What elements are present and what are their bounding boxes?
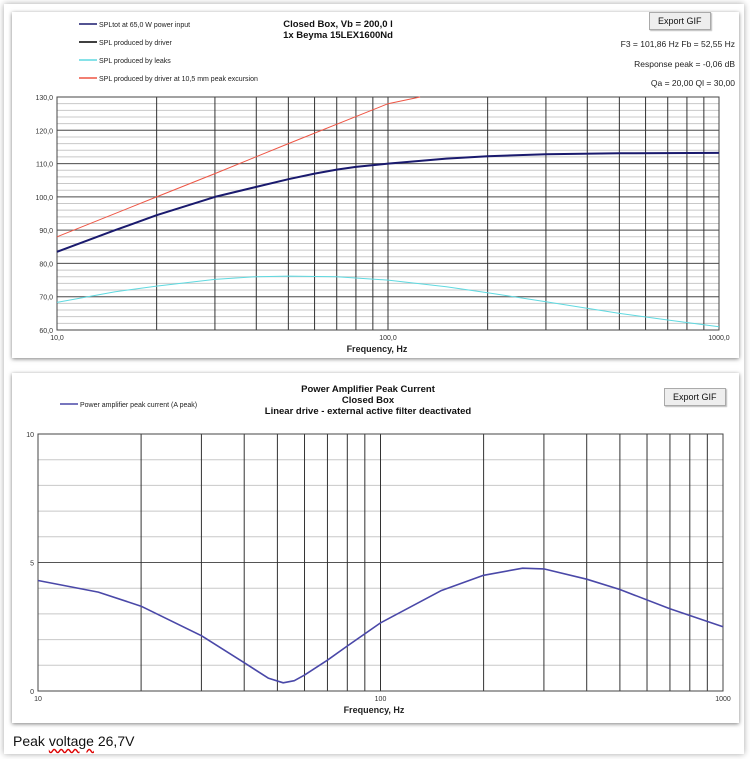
series-line: [37, 567, 724, 684]
chart-title: 1x Beyma 15LEX1600Nd: [283, 30, 393, 41]
plot-border: [56, 96, 720, 331]
y-tick-label: 5: [30, 561, 34, 568]
x-tick-label: 10,0: [50, 335, 64, 342]
x-tick-label: 1000,0: [708, 335, 730, 342]
current-chart-panel: 0 5 10 10 100 1000 Frequency, Hz Power Amplifie…: [12, 373, 739, 723]
y-tick-label: 0: [30, 689, 34, 696]
export-gif-button[interactable]: Export GIF: [664, 388, 726, 406]
x-tick-label: 10: [34, 696, 42, 703]
legend-label: SPL produced by driver at 10,5 mm peak e…: [99, 76, 258, 83]
series-line: [56, 96, 421, 238]
chart-title: Closed Box, Vb = 200,0 l: [283, 19, 393, 30]
y-tick-label: 100,0: [35, 195, 53, 202]
caption-value: 26,7V: [97, 733, 135, 749]
chart-title: Closed Box: [342, 395, 395, 406]
export-gif-button[interactable]: Export GIF: [649, 12, 711, 30]
y-tick-label: 80,0: [39, 261, 53, 268]
info-text: F3 = 101,86 Hz Fb = 52,55 Hz: [621, 39, 735, 49]
caption: Peak voltage 26,7V: [13, 733, 134, 749]
info-text: Qa = 20,00 Ql = 30,00: [651, 78, 735, 88]
series-line: [56, 151, 720, 253]
y-tick-label: 90,0: [39, 228, 53, 235]
x-axis-label: Frequency, Hz: [347, 344, 408, 354]
legend-label: SPL produced by driver: [99, 40, 173, 47]
legend-label: SPL produced by leaks: [99, 58, 171, 65]
info-text: Response peak = -0,06 dB: [634, 59, 735, 69]
x-tick-label: 100,0: [379, 335, 397, 342]
caption-prefix: Peak: [13, 733, 45, 749]
caption-word: voltage: [48, 733, 94, 749]
series-line: [56, 275, 720, 328]
legend-label: Power amplifier peak current (A peak): [80, 402, 197, 409]
chart-title: Linear drive - external active filter de…: [265, 406, 472, 417]
y-tick-label: 110,0: [36, 162, 53, 169]
y-tick-label: 60,0: [39, 328, 53, 335]
current-chart: 0 5 10 10 100 1000 Frequency, Hz Power Amplifie…: [26, 384, 731, 715]
x-tick-label: 1000: [715, 696, 731, 703]
y-tick-label: 70,0: [39, 295, 53, 302]
chart-title: Power Amplifier Peak Current: [301, 384, 436, 395]
x-tick-label: 100: [375, 696, 387, 703]
y-tick-label: 120,0: [35, 128, 53, 135]
spl-chart: 60,0 70,0 80,0 90,0 100,0 110,0 120,0 130,0 10,0…: [35, 19, 735, 354]
spl-chart-panel: 60,0 70,0 80,0 90,0 100,0 110,0 120,0 130,0 10,0…: [12, 12, 739, 358]
y-tick-label: 10: [26, 432, 34, 439]
legend-label: SPLtot at 65,0 W power input: [99, 22, 190, 29]
plot-border: [37, 433, 724, 692]
x-axis-label: Frequency, Hz: [344, 705, 405, 715]
y-tick-label: 130,0: [35, 95, 53, 102]
